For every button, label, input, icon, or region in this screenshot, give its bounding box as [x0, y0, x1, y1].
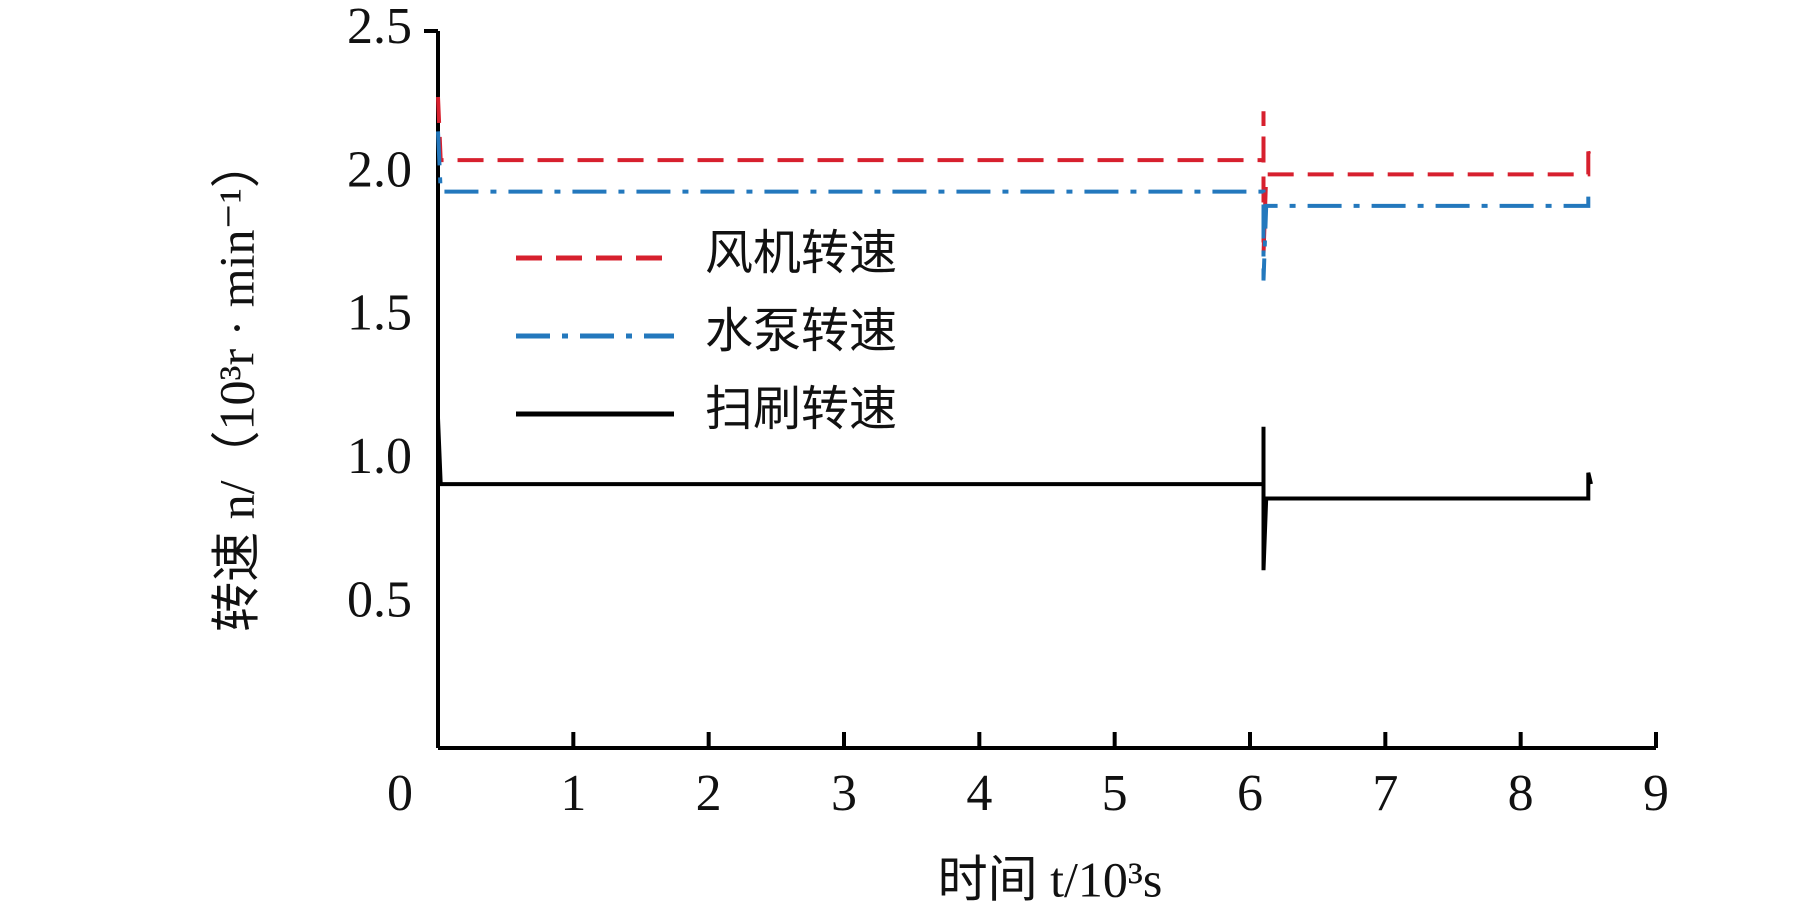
x-tick-label: 8 — [1508, 765, 1534, 822]
legend-label: 水泵转速 — [705, 305, 897, 358]
series-line — [436, 96, 1593, 255]
legend-label: 扫刷转速 — [705, 383, 897, 436]
y-tick-label: 1.5 — [347, 285, 412, 342]
y-tick-label: 2.0 — [347, 141, 412, 198]
y-axis-label: 转速 n/（10³r · min⁻¹） — [208, 138, 264, 632]
series-line — [436, 131, 1593, 281]
x-axis-label: 时间 t/10³s — [938, 851, 1163, 907]
x-tick-label: 5 — [1102, 765, 1128, 822]
x-tick-label: 2 — [696, 765, 722, 822]
y-tick-label: 1.0 — [347, 428, 412, 485]
x-tick-label: 0 — [387, 765, 413, 822]
x-tick-label: 7 — [1372, 765, 1398, 822]
series-line — [436, 418, 1593, 571]
x-tick-label: 3 — [831, 765, 857, 822]
legend-label: 风机转速 — [705, 227, 897, 280]
y-tick-label: 0.5 — [347, 572, 412, 629]
x-tick-label: 4 — [966, 765, 992, 822]
x-tick-label: 1 — [560, 765, 586, 822]
x-tick-label: 6 — [1237, 765, 1263, 822]
y-tick-label: 2.5 — [347, 0, 412, 55]
x-tick-label: 9 — [1643, 765, 1669, 822]
